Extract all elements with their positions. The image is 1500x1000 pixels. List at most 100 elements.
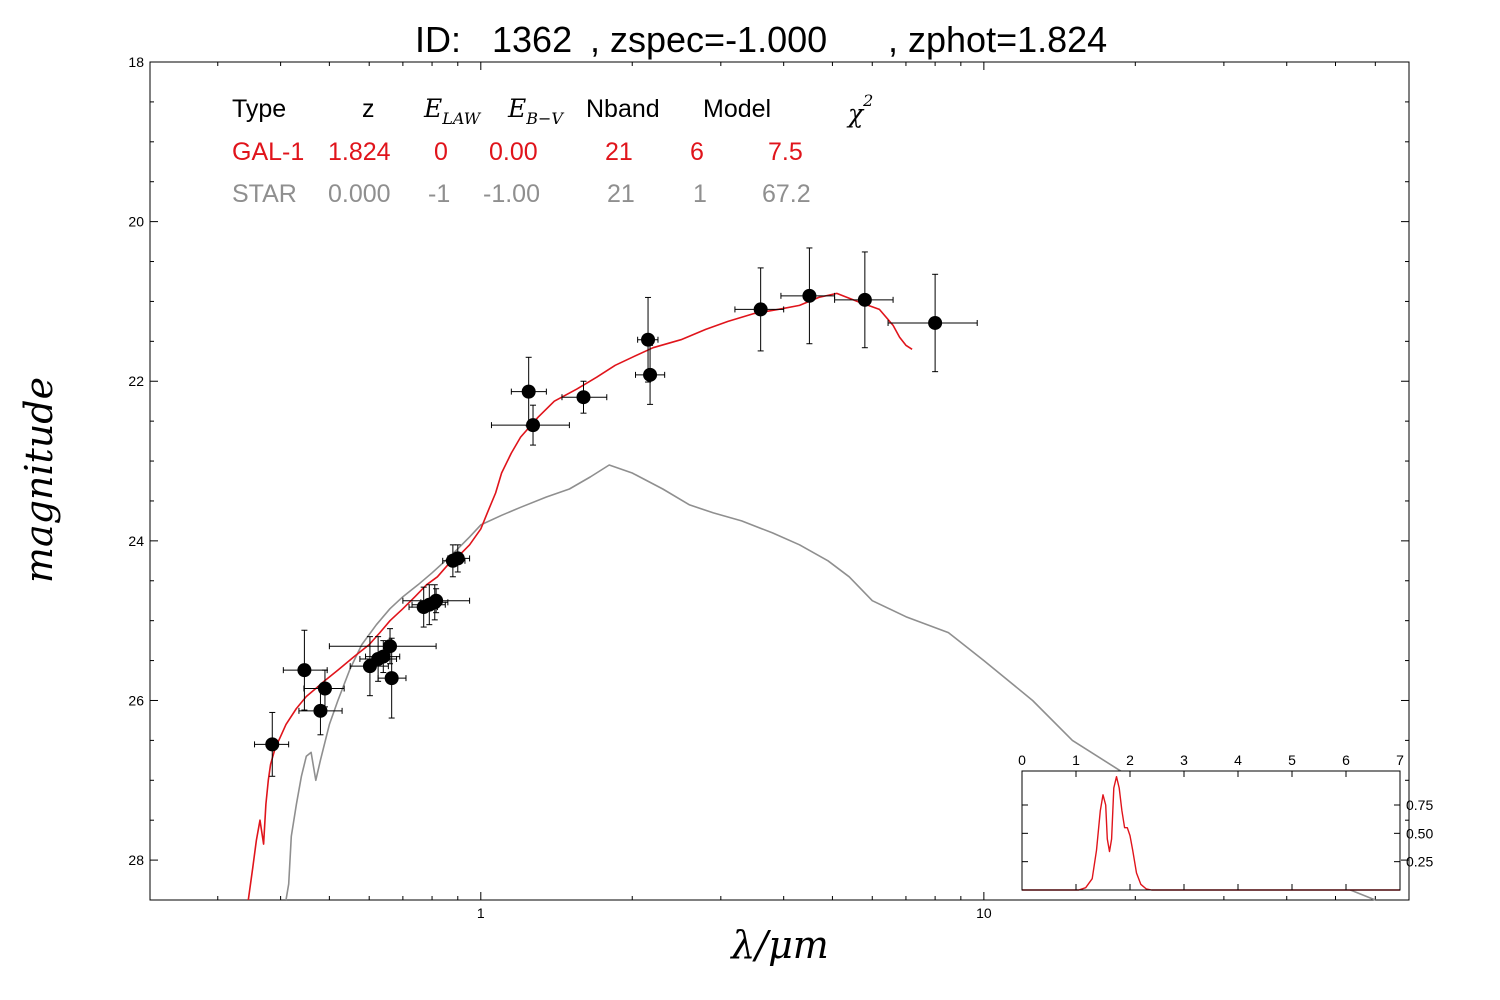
- photometry-point: [303, 669, 345, 708]
- data-point-marker: [928, 315, 943, 330]
- data-point-marker: [526, 418, 541, 433]
- star-row-type: STAR: [232, 180, 297, 208]
- inset-x-tick-label: 1: [1072, 752, 1080, 768]
- table-header-chi2: χ2: [846, 91, 873, 128]
- photometry-point: [365, 640, 401, 674]
- inset-x-tick-label: 7: [1396, 752, 1404, 768]
- data-point-marker: [297, 663, 312, 678]
- series-line-gal-1: [247, 292, 913, 901]
- gal-row-ebv: 0.00: [489, 138, 538, 166]
- y-tick-label: 26: [128, 692, 144, 708]
- title-zspec: , zspec=-1.000: [590, 19, 827, 60]
- pdf-curve: [1022, 776, 1400, 891]
- star-row-chi2: 67.2: [762, 180, 811, 208]
- data-point-marker: [429, 593, 444, 608]
- photometry-point: [254, 711, 290, 777]
- data-point-marker: [753, 302, 768, 317]
- model-spectra: [247, 292, 1376, 901]
- table-header-elaw-main: E: [423, 94, 442, 123]
- photometry-point: [561, 380, 608, 414]
- data-point-marker: [857, 292, 872, 307]
- star-row-model: 1: [693, 180, 707, 208]
- redshift-pdf: [1022, 776, 1400, 891]
- photometry-point: [282, 629, 328, 711]
- inset-x-tick-label: 3: [1180, 752, 1188, 768]
- inset-background: [1022, 771, 1400, 890]
- inset-y-tick-label: 0.50: [1406, 825, 1433, 841]
- y-axis-label: magnitude: [17, 377, 61, 583]
- table-header-elaw: ELAW: [423, 94, 482, 128]
- star-row-nband: 21: [607, 180, 635, 208]
- data-point-marker: [265, 737, 280, 752]
- inset-frame: [1021, 770, 1401, 891]
- inset-axis-ticks: 0 1 2 3 4 5 6 7 0.25 0.50 0.75: [1018, 752, 1433, 890]
- photometry-point: [298, 686, 343, 736]
- inset-x-tick-label: 6: [1342, 752, 1350, 768]
- table-header-ebv-sub: B−V: [525, 109, 564, 128]
- photometry-point: [490, 404, 570, 446]
- photometry-point: [510, 356, 547, 427]
- photometry-point: [328, 628, 437, 665]
- data-point-marker: [641, 332, 656, 347]
- gal-row-elaw: 0: [434, 138, 448, 166]
- gal-row-chi2: 7.5: [768, 138, 803, 166]
- inset-x-tick-label: 0: [1018, 752, 1026, 768]
- photometry-point: [402, 588, 471, 614]
- table-header-z: z: [362, 95, 375, 123]
- data-point-marker: [576, 390, 591, 405]
- photometry-point: [734, 267, 785, 352]
- data-point-marker: [383, 639, 398, 654]
- table-header-ebv: EB−V: [507, 94, 564, 128]
- gal-row-z: 1.824: [328, 138, 391, 166]
- data-point-marker: [521, 384, 536, 399]
- gal-row-nband: 21: [605, 138, 633, 166]
- table-header-elaw-sub: LAW: [441, 109, 482, 128]
- photometry-point: [637, 296, 659, 383]
- x-axis-label: λ/μm: [729, 923, 829, 967]
- y-tick-label: 20: [128, 214, 144, 230]
- photometry-point: [834, 251, 894, 349]
- photometry-points: [254, 247, 978, 777]
- photometry-point: [887, 273, 978, 373]
- inset-y-tick-label: 0.75: [1406, 797, 1433, 813]
- x-tick-label: 10: [976, 905, 992, 921]
- star-row-ebv: -1.00: [483, 180, 540, 208]
- table-header-chi: χ: [846, 99, 865, 128]
- table-header-type: Type: [232, 95, 286, 123]
- star-row-z: 0.000: [328, 180, 391, 208]
- fit-table: Type z ELAW EB−V Nband Model χ2 GAL-1 1.…: [232, 91, 873, 208]
- photometry-point: [447, 544, 471, 573]
- data-point-marker: [317, 681, 332, 696]
- title-zphot: , zphot=1.824: [888, 19, 1107, 60]
- table-header-chi-sup: 2: [862, 91, 873, 110]
- chart-title: ID: 1362 , zspec=-1.000 , zphot=1.824: [415, 19, 1107, 60]
- inset-x-tick-label: 5: [1288, 752, 1296, 768]
- gal-row-model: 6: [690, 138, 704, 166]
- x-tick-label: 1: [477, 905, 485, 921]
- y-tick-label: 24: [128, 533, 144, 549]
- gal-row-type: GAL-1: [232, 138, 304, 166]
- main-plot-frame: [149, 61, 1410, 901]
- data-point-marker: [450, 551, 465, 566]
- photometry-point: [634, 344, 666, 405]
- inset-x-tick-label: 4: [1234, 752, 1242, 768]
- data-point-marker: [376, 649, 391, 664]
- table-header-model: Model: [703, 95, 771, 123]
- title-id-value: 1362: [492, 19, 572, 60]
- star-row-elaw: -1: [428, 180, 450, 208]
- y-tick-label: 22: [128, 373, 144, 389]
- inset-x-tick-label: 2: [1126, 752, 1134, 768]
- data-point-marker: [802, 288, 817, 303]
- inset-y-tick-label: 0.25: [1406, 854, 1433, 870]
- table-header-ebv-main: E: [507, 94, 526, 123]
- y-tick-label: 28: [128, 852, 144, 868]
- y-tick-label: 18: [128, 54, 144, 70]
- data-point-marker: [643, 367, 658, 382]
- title-id-label: ID:: [415, 19, 461, 60]
- photometry-point: [377, 637, 407, 719]
- series-line-star: [285, 464, 1376, 901]
- table-header-nband: Nband: [586, 95, 660, 123]
- photometry-point: [780, 247, 836, 345]
